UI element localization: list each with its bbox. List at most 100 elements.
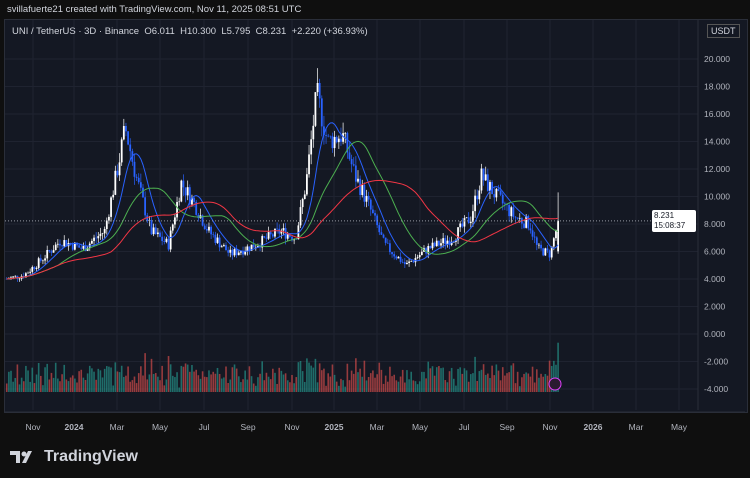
volume-bar	[427, 361, 430, 392]
volume-bar	[137, 373, 140, 392]
candle-body	[452, 241, 455, 243]
candle-body	[252, 244, 255, 248]
candle-body	[276, 228, 278, 230]
tradingview-logo-icon	[10, 451, 32, 463]
logo-text: TradingView	[44, 448, 138, 465]
volume-bar	[163, 385, 166, 392]
candle-body	[180, 180, 183, 202]
volume-bar	[152, 374, 155, 392]
volume-bar	[523, 373, 525, 392]
candle-body	[178, 201, 181, 203]
volume-bar	[167, 356, 170, 392]
candle-body	[84, 245, 87, 251]
candle-body	[95, 237, 98, 239]
volume-bar	[212, 371, 215, 392]
volume-bar	[18, 384, 21, 392]
volume-bar	[289, 382, 291, 392]
volume-bar	[161, 365, 163, 392]
volume-bar	[159, 380, 161, 392]
volume-bar	[95, 379, 97, 392]
candle-body	[301, 198, 304, 208]
volume-bar	[274, 372, 276, 392]
candle-body	[397, 256, 400, 259]
volume-bar	[457, 368, 459, 392]
volume-bar	[22, 381, 25, 392]
candle-body	[33, 267, 36, 269]
volume-bar	[223, 377, 225, 392]
volume-bar	[144, 353, 146, 392]
candle-body	[152, 227, 155, 235]
candle-body	[444, 238, 447, 245]
volume-bar	[355, 358, 357, 392]
volume-bar	[146, 379, 149, 392]
candle-body	[142, 187, 144, 198]
candle-body	[369, 199, 372, 210]
candle-body	[63, 240, 66, 247]
candle-body	[205, 229, 208, 231]
volume-bar	[78, 371, 80, 392]
x-tick-label: Mar	[370, 422, 385, 432]
volume-bar	[325, 385, 327, 392]
volume-bar	[438, 366, 440, 392]
volume-bar	[482, 364, 485, 392]
candle-body	[225, 245, 227, 251]
candle-body	[18, 278, 21, 280]
volume-bar	[233, 364, 236, 392]
chart-credit: svillafuerte21 created with TradingView.…	[7, 4, 302, 15]
volume-bar	[169, 364, 172, 392]
candle-body	[346, 133, 349, 153]
candle-body	[480, 168, 483, 191]
candle-body	[227, 250, 230, 253]
volume-bar	[50, 372, 53, 392]
volume-bar	[33, 383, 36, 392]
currency-button[interactable]: USDT	[707, 24, 740, 38]
volume-bar	[186, 364, 189, 392]
volume-bar	[321, 370, 323, 392]
volume-bar	[99, 370, 102, 392]
chart-panel[interactable]	[4, 19, 748, 413]
volume-bar	[235, 368, 238, 392]
tradingview-logo[interactable]: TradingView	[10, 448, 138, 466]
candle-body	[167, 238, 170, 250]
volume-bar	[412, 380, 415, 392]
volume-bar	[182, 366, 185, 392]
volume-bar	[12, 381, 14, 392]
volume-bar	[495, 364, 498, 392]
y-tick-label: 12.000	[704, 164, 730, 174]
candle-body	[274, 228, 276, 237]
candle-body	[25, 273, 27, 278]
volume-bar	[484, 374, 487, 392]
volume-bar	[435, 367, 438, 392]
candle-body	[384, 237, 387, 243]
moving-average-line	[6, 122, 559, 280]
x-tick-label: May	[412, 422, 429, 432]
candle-body	[212, 234, 215, 235]
volume-bar	[54, 362, 57, 392]
candle-body	[440, 243, 442, 246]
candle-body	[263, 236, 266, 238]
volume-bar	[220, 378, 223, 392]
symbol-name: UNI / TetherUS · 3D · Binance	[12, 26, 140, 37]
volume-bar	[48, 379, 51, 392]
volume-bar	[376, 374, 378, 392]
volume-bar	[463, 368, 466, 392]
volume-bar	[57, 378, 59, 392]
volume-bar	[480, 369, 483, 392]
candle-body	[354, 165, 357, 182]
volume-bar	[101, 377, 104, 392]
y-tick-label: 0.000	[704, 329, 726, 339]
volume-bar	[69, 377, 72, 392]
candle-body	[516, 217, 519, 219]
candle-body	[269, 232, 272, 235]
volume-bar	[318, 363, 321, 392]
candle-body	[161, 236, 164, 242]
candle-body	[191, 197, 193, 205]
volume-bar	[501, 367, 504, 392]
volume-bar	[448, 371, 451, 392]
x-tick-label: May	[671, 422, 688, 432]
volume-bar	[497, 370, 500, 392]
candle-body	[535, 237, 538, 245]
candle-body	[318, 82, 321, 99]
volume-bar	[125, 375, 127, 392]
